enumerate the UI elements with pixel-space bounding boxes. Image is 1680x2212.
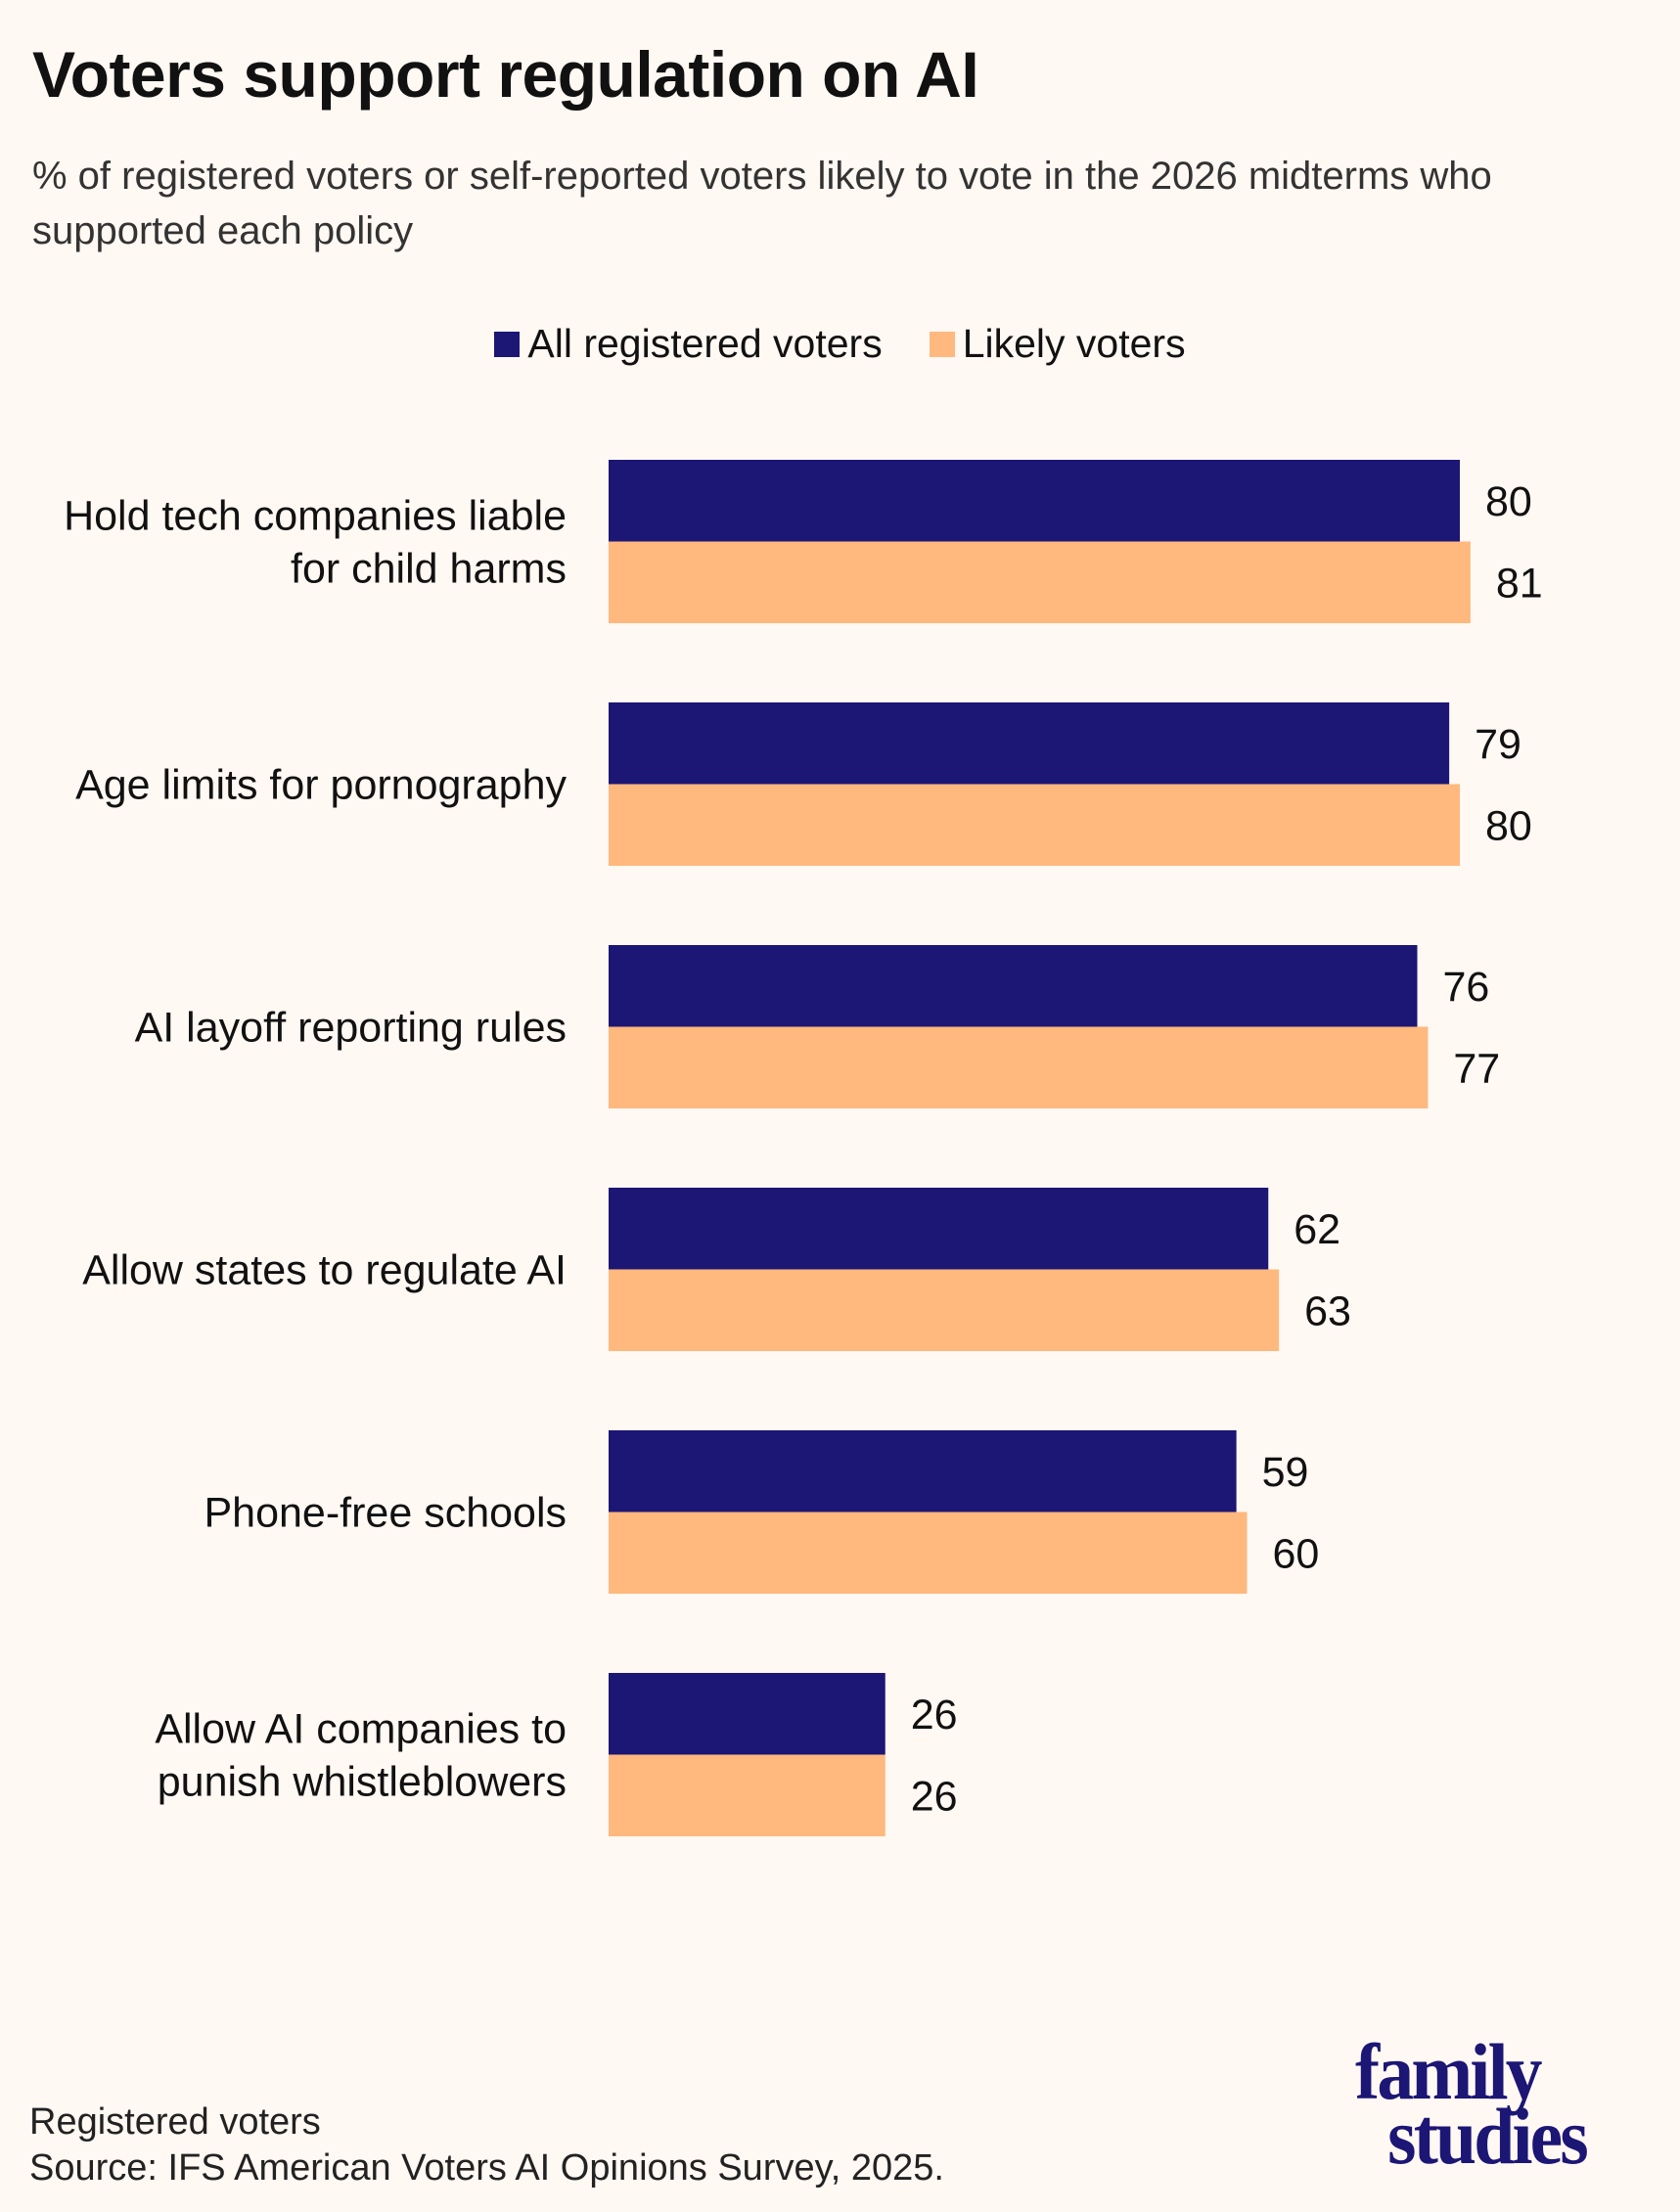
bar-registered — [609, 1188, 1269, 1270]
legend-swatch-likely — [929, 331, 955, 357]
chart-subtitle: % of registered voters or self-reported … — [32, 155, 1492, 252]
legend-item-registered: All registered voters — [494, 321, 883, 367]
logo-line-2: studies — [1387, 2092, 1589, 2181]
data-label: 26 — [911, 1773, 958, 1820]
data-label: 62 — [1294, 1206, 1340, 1253]
bar-likely — [609, 541, 1471, 623]
category-label: AI layoff reporting rules — [135, 1005, 567, 1052]
data-label: 76 — [1443, 964, 1490, 1011]
legend-label-likely: Likely voters — [962, 321, 1186, 366]
logo-line-1: family — [1355, 2027, 1543, 2116]
category-label: Allow AI companies to — [155, 1706, 567, 1753]
category-label: Hold tech companies liable — [64, 493, 567, 540]
category-label: Phone-free schools — [204, 1490, 568, 1537]
bar-registered — [609, 1673, 885, 1755]
legend-label-registered: All registered voters — [527, 321, 883, 366]
legend-swatch-registered — [494, 331, 521, 357]
bar-likely — [609, 1512, 1248, 1594]
data-label: 80 — [1485, 802, 1532, 849]
bar-registered — [609, 460, 1460, 542]
data-label: 26 — [911, 1692, 958, 1738]
legend-item-likely: Likely voters — [929, 321, 1186, 367]
data-label: 81 — [1496, 560, 1543, 607]
bar-registered — [609, 945, 1418, 1027]
footer-note: Registered voters — [29, 2101, 321, 2143]
category-label: punish whistleblowers — [158, 1759, 567, 1806]
category-label: Age limits for pornography — [75, 762, 567, 809]
bar-likely — [609, 784, 1460, 866]
footer-source: Source: IFS American Voters AI Opinions … — [29, 2147, 944, 2189]
category-label: Allow states to regulate AI — [82, 1247, 567, 1294]
family-studies-logo: family studies — [1355, 2027, 1589, 2181]
data-label: 77 — [1453, 1045, 1500, 1092]
bar-registered — [609, 702, 1450, 785]
footer: Registered voters Source: IFS American V… — [29, 2099, 944, 2191]
bar-chart: Hold tech companies liable for child harm… — [64, 460, 1543, 1836]
bar-likely — [609, 1754, 885, 1836]
chart-title: Voters support regulation on AI — [32, 38, 979, 111]
bar-likely — [609, 1269, 1280, 1351]
legend: All registered voters Likely voters — [0, 321, 1680, 367]
data-label: 63 — [1304, 1287, 1351, 1334]
bar-registered — [609, 1430, 1237, 1512]
data-label: 59 — [1262, 1449, 1309, 1496]
bar-likely — [609, 1026, 1429, 1108]
category-label: for child harms — [291, 546, 567, 593]
data-label: 80 — [1485, 478, 1532, 525]
data-label: 60 — [1273, 1530, 1320, 1577]
data-label: 79 — [1475, 721, 1521, 768]
